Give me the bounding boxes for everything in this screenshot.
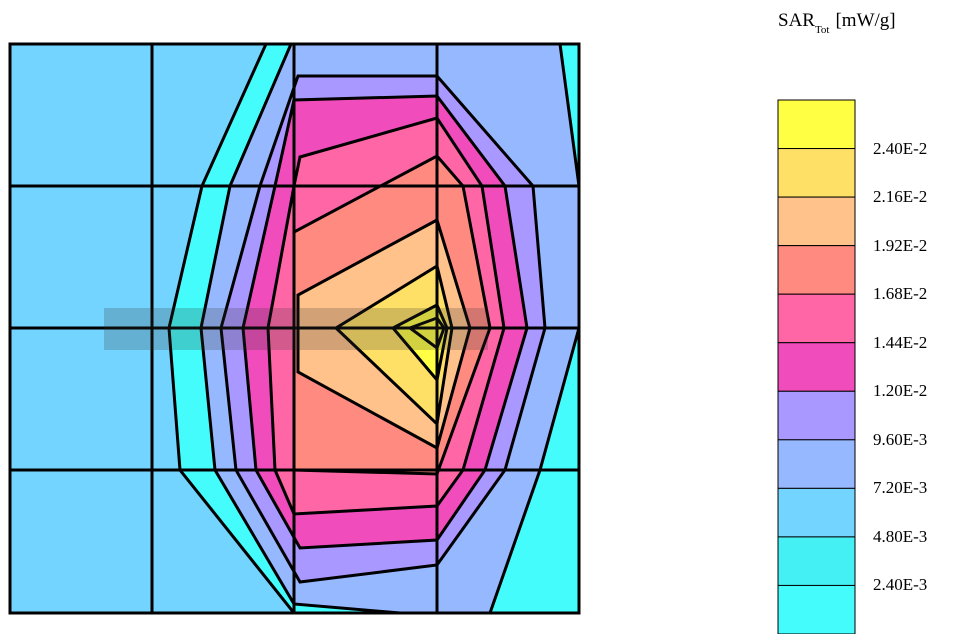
colorbar-label: 7.20E-3 (873, 478, 928, 498)
colorbar (777, 99, 856, 634)
colorbar-title-main: SAR (778, 10, 815, 31)
colorbar-label: 1.20E-2 (873, 381, 928, 401)
colorbar-swatch (777, 439, 856, 489)
colorbar-swatch (777, 487, 856, 538)
colorbar-swatch (777, 536, 856, 586)
colorbar-title: SARTot [mW/g] (778, 10, 896, 36)
colorbar-label: 1.44E-2 (873, 332, 928, 352)
colorbar-swatch (777, 390, 856, 441)
colorbar-label: 2.16E-2 (873, 187, 928, 207)
colorbar-swatch (777, 293, 856, 344)
antenna-overlay (104, 308, 488, 350)
colorbar-label: 4.80E-3 (873, 526, 928, 546)
colorbar-unit: [mW/g] (835, 10, 896, 31)
colorbar-label: 1.92E-2 (873, 235, 928, 255)
colorbar-swatch (777, 99, 856, 150)
colorbar-label: 2.40E-2 (873, 138, 928, 158)
grid-lines (10, 44, 579, 613)
colorbar-title-sub: Tot (814, 24, 830, 36)
plot-frame (8, 42, 581, 615)
colorbar-label: 2.40E-3 (873, 575, 928, 595)
colorbar-swatch (777, 584, 856, 634)
colorbar-label: 1.68E-2 (873, 284, 928, 304)
colorbar-swatch (777, 342, 856, 392)
colorbar-swatch (777, 196, 856, 247)
colorbar-swatch (777, 245, 856, 295)
colorbar-label: 9.60E-3 (873, 429, 928, 449)
colorbar-swatch (777, 148, 856, 198)
